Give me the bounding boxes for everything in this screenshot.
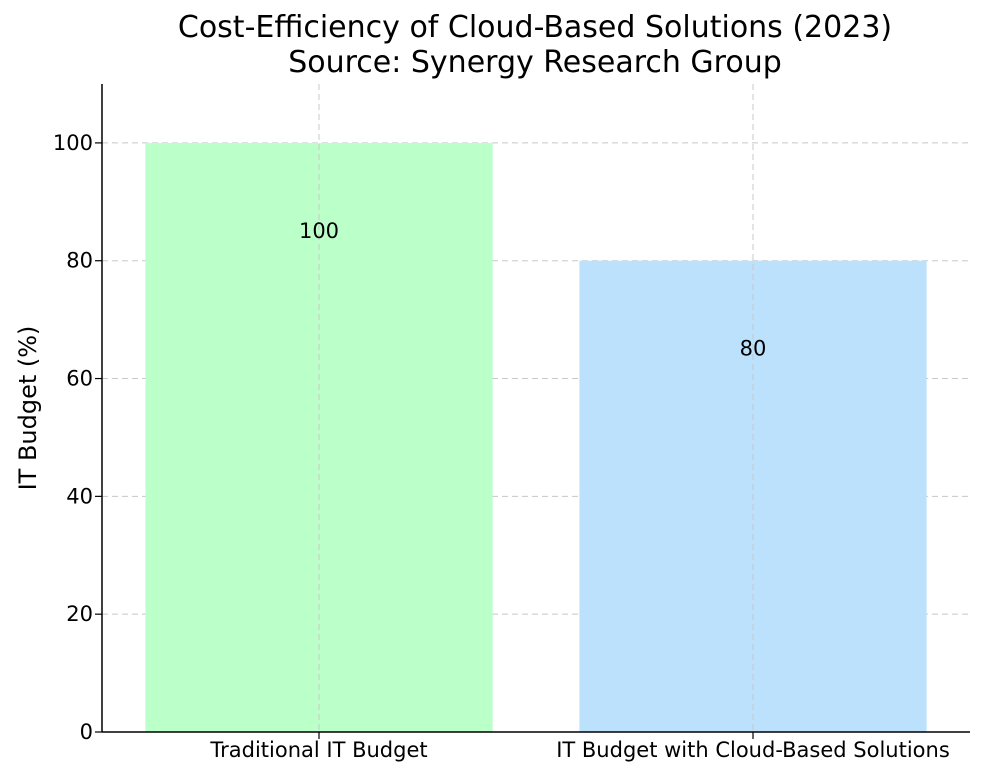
y-axis-label: IT Budget (%) <box>14 326 42 491</box>
value-label: 80 <box>740 337 767 361</box>
y-tick-label: 0 <box>80 720 93 744</box>
chart-subtitle: Source: Synergy Research Group <box>288 45 782 80</box>
label-layer: 100 80 <box>299 219 766 361</box>
y-tick-label: 20 <box>66 602 93 626</box>
overlay-grid-layer <box>318 84 754 732</box>
bar-layer <box>145 142 927 733</box>
y-tick-label: 40 <box>66 484 93 508</box>
x-tick-label: IT Budget with Cloud-Based Solutions <box>556 738 950 762</box>
value-label: 100 <box>299 219 339 243</box>
y-tick-label: 80 <box>66 249 93 273</box>
y-tick-label: 100 <box>53 131 93 155</box>
x-tick-label: Traditional IT Budget <box>209 738 427 762</box>
y-tick-label: 60 <box>66 367 93 391</box>
chart-title: Cost-Efficiency of Cloud-Based Solutions… <box>178 10 892 45</box>
axis-layer: 0 20 40 60 80 100 Traditional IT Budget IT Budg… <box>53 84 970 762</box>
